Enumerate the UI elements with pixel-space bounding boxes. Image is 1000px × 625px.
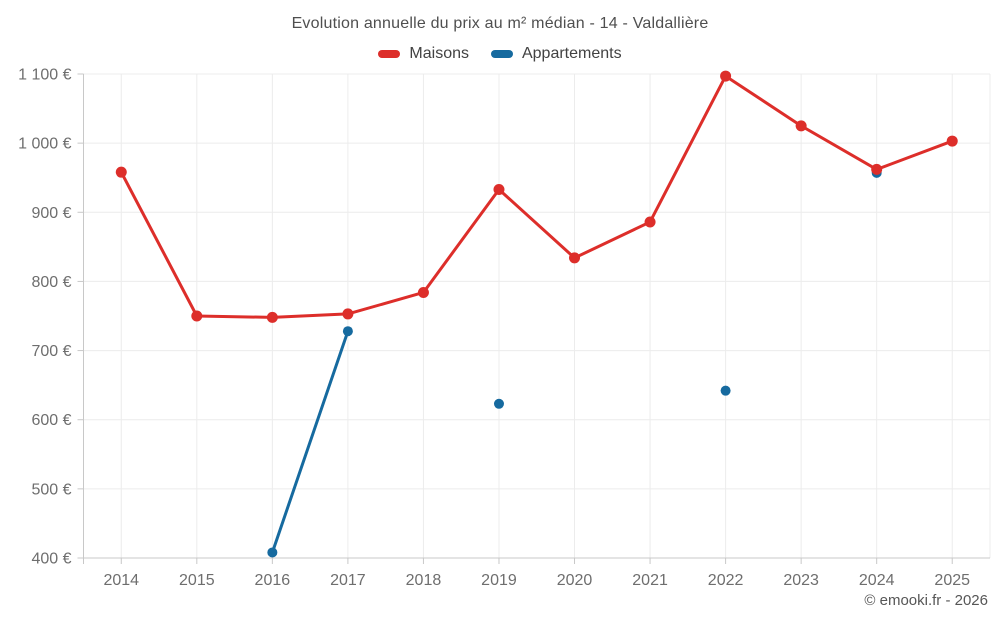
legend-item-maisons[interactable]: Maisons bbox=[378, 45, 469, 63]
chart-title: Evolution annuelle du prix au m² médian … bbox=[291, 15, 709, 32]
x-tick-label: 2019 bbox=[481, 572, 517, 589]
maisons-line-segment bbox=[648, 74, 728, 224]
x-tick-label: 2021 bbox=[632, 572, 668, 589]
y-tick-label: 800 € bbox=[31, 274, 71, 291]
series-maisons bbox=[115, 70, 958, 323]
maisons-line-segment bbox=[724, 74, 803, 128]
maisons-line-segment bbox=[119, 170, 199, 318]
x-tick-label: 2016 bbox=[255, 572, 291, 589]
y-tick-label: 700 € bbox=[31, 343, 71, 360]
maisons-line-segment bbox=[195, 314, 274, 319]
appartements-point-2022[interactable] bbox=[720, 385, 731, 396]
maisons-point-2025[interactable] bbox=[946, 135, 958, 147]
y-tick-label: 400 € bbox=[31, 551, 71, 568]
maisons-line-segment bbox=[346, 290, 425, 316]
maisons-swatch-icon bbox=[378, 50, 401, 58]
maisons-point-2023[interactable] bbox=[795, 120, 807, 132]
x-tick-label: 2014 bbox=[103, 572, 139, 589]
x-tick-label: 2020 bbox=[557, 572, 593, 589]
appartements-point-2017[interactable] bbox=[342, 326, 353, 337]
x-tick-label: 2018 bbox=[406, 572, 442, 589]
maisons-point-2018[interactable] bbox=[417, 286, 429, 298]
y-tick-label: 900 € bbox=[31, 205, 71, 222]
copyright-footer: © emooki.fr - 2026 bbox=[864, 592, 988, 609]
x-tick-label: 2023 bbox=[783, 572, 819, 589]
appartements-point-2019[interactable] bbox=[493, 398, 504, 409]
x-tick-label: 2022 bbox=[708, 572, 744, 589]
maisons-point-2014[interactable] bbox=[115, 166, 127, 178]
y-tick-label: 500 € bbox=[31, 481, 71, 498]
maisons-point-2020[interactable] bbox=[569, 252, 581, 264]
maisons-point-2019[interactable] bbox=[493, 183, 505, 195]
maisons-line-segment bbox=[497, 187, 577, 260]
maisons-point-2022[interactable] bbox=[720, 70, 732, 82]
x-tick-label: 2024 bbox=[859, 572, 895, 589]
maisons-point-2015[interactable] bbox=[191, 310, 203, 322]
maisons-point-2017[interactable] bbox=[342, 308, 354, 320]
appartements-line-segment bbox=[270, 329, 350, 554]
y-tick-label: 1 000 € bbox=[18, 136, 71, 153]
maisons-line-segment bbox=[421, 187, 501, 294]
series-layer bbox=[115, 70, 958, 558]
maisons-point-2024[interactable] bbox=[871, 163, 883, 175]
appartements-point-2016[interactable] bbox=[267, 547, 278, 558]
legend-label-appartements: Appartements bbox=[521, 45, 622, 62]
x-tick-label: 2017 bbox=[330, 572, 366, 589]
x-tick-label: 2015 bbox=[179, 572, 215, 589]
gridlines bbox=[83, 73, 991, 558]
y-tick-label: 1 100 € bbox=[18, 67, 71, 84]
maisons-line-segment bbox=[799, 124, 879, 171]
legend-item-appartements[interactable]: Appartements bbox=[490, 45, 622, 63]
maisons-line-segment bbox=[875, 139, 954, 171]
maisons-point-2016[interactable] bbox=[266, 311, 278, 323]
maisons-line-segment bbox=[270, 312, 350, 319]
maisons-line-segment bbox=[573, 220, 652, 260]
y-tick-label: 600 € bbox=[31, 412, 71, 429]
appartements-swatch-icon bbox=[490, 50, 513, 58]
chart-legend: Maisons Appartements bbox=[0, 45, 1000, 63]
axis-labels: 400 € 500 € 600 € 700 € 800 € 900 € 1 000 € 1 1… bbox=[18, 67, 970, 590]
legend-label-maisons: Maisons bbox=[409, 45, 469, 62]
maisons-point-2021[interactable] bbox=[644, 216, 656, 228]
x-tick-label: 2025 bbox=[934, 572, 970, 589]
axes bbox=[77, 73, 990, 564]
